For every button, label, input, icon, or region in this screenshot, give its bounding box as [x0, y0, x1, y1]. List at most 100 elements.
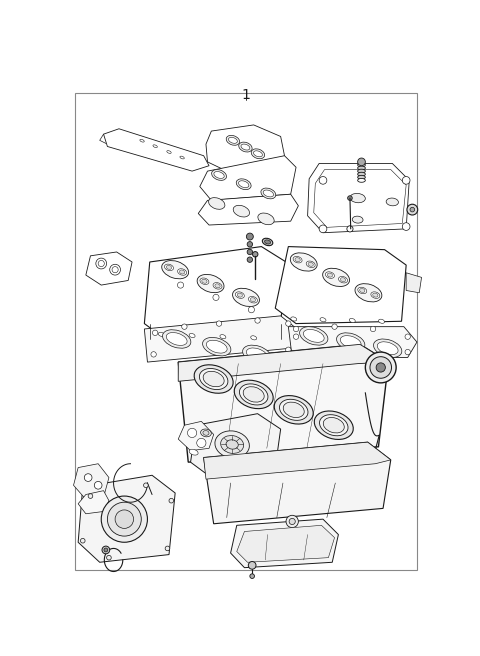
Circle shape: [407, 204, 418, 215]
Ellipse shape: [306, 261, 315, 268]
Ellipse shape: [349, 318, 355, 323]
Polygon shape: [275, 247, 406, 323]
Ellipse shape: [180, 270, 185, 274]
Ellipse shape: [241, 144, 250, 150]
Polygon shape: [104, 129, 209, 171]
Ellipse shape: [239, 181, 249, 188]
Ellipse shape: [327, 273, 333, 277]
Ellipse shape: [178, 269, 187, 276]
Circle shape: [319, 176, 327, 184]
Ellipse shape: [300, 327, 328, 345]
Ellipse shape: [258, 213, 274, 225]
Circle shape: [252, 252, 258, 257]
Ellipse shape: [324, 417, 344, 433]
Ellipse shape: [215, 284, 220, 288]
Polygon shape: [200, 155, 296, 200]
Ellipse shape: [358, 287, 367, 294]
Ellipse shape: [320, 318, 326, 322]
Circle shape: [286, 516, 299, 527]
Ellipse shape: [226, 440, 238, 449]
Ellipse shape: [293, 256, 302, 263]
Ellipse shape: [165, 264, 173, 271]
Circle shape: [370, 357, 392, 379]
Polygon shape: [288, 327, 417, 358]
Text: 1: 1: [241, 88, 251, 102]
Circle shape: [286, 321, 291, 326]
Circle shape: [410, 207, 415, 212]
Ellipse shape: [226, 451, 235, 457]
Polygon shape: [178, 421, 214, 451]
Ellipse shape: [340, 336, 361, 348]
Ellipse shape: [358, 178, 365, 182]
Circle shape: [102, 546, 110, 554]
Circle shape: [348, 195, 352, 200]
Ellipse shape: [197, 274, 224, 293]
Ellipse shape: [350, 194, 365, 203]
Ellipse shape: [221, 436, 244, 453]
Polygon shape: [204, 442, 391, 479]
Ellipse shape: [279, 400, 308, 420]
Polygon shape: [230, 519, 338, 567]
Ellipse shape: [295, 258, 300, 262]
Circle shape: [178, 282, 184, 288]
Ellipse shape: [167, 266, 172, 270]
Circle shape: [144, 483, 148, 487]
Circle shape: [248, 562, 256, 569]
Ellipse shape: [371, 292, 380, 298]
Circle shape: [84, 474, 92, 482]
Polygon shape: [178, 344, 388, 462]
Circle shape: [286, 347, 291, 352]
Ellipse shape: [263, 190, 274, 197]
Ellipse shape: [308, 262, 313, 266]
Ellipse shape: [352, 216, 363, 223]
Ellipse shape: [373, 293, 378, 297]
Ellipse shape: [233, 288, 259, 306]
Ellipse shape: [336, 333, 365, 352]
Circle shape: [248, 306, 254, 313]
Circle shape: [151, 352, 156, 357]
Ellipse shape: [158, 333, 164, 337]
Ellipse shape: [358, 169, 365, 173]
Ellipse shape: [162, 260, 189, 279]
Ellipse shape: [337, 455, 346, 461]
Ellipse shape: [249, 297, 257, 303]
Polygon shape: [78, 475, 175, 562]
Ellipse shape: [228, 137, 237, 143]
Ellipse shape: [379, 319, 384, 323]
Ellipse shape: [358, 175, 365, 179]
Ellipse shape: [199, 369, 228, 390]
Circle shape: [376, 363, 385, 372]
Ellipse shape: [386, 198, 398, 206]
Circle shape: [115, 510, 133, 528]
Ellipse shape: [251, 336, 257, 340]
Circle shape: [216, 321, 222, 326]
Ellipse shape: [323, 268, 349, 287]
Ellipse shape: [167, 151, 171, 154]
Circle shape: [107, 556, 111, 560]
Ellipse shape: [263, 238, 273, 245]
Ellipse shape: [234, 380, 273, 409]
Ellipse shape: [263, 453, 272, 458]
Ellipse shape: [200, 278, 209, 285]
Circle shape: [347, 226, 353, 232]
Ellipse shape: [206, 340, 227, 353]
Circle shape: [112, 266, 118, 273]
Ellipse shape: [203, 337, 231, 356]
Circle shape: [293, 334, 299, 339]
Circle shape: [81, 539, 85, 543]
Ellipse shape: [235, 292, 244, 298]
Ellipse shape: [360, 289, 365, 293]
Circle shape: [182, 324, 187, 329]
Ellipse shape: [320, 415, 348, 436]
Polygon shape: [144, 316, 300, 362]
Ellipse shape: [250, 298, 255, 302]
Circle shape: [293, 352, 299, 357]
Ellipse shape: [300, 454, 309, 460]
Ellipse shape: [373, 339, 402, 358]
Circle shape: [188, 428, 197, 438]
Circle shape: [98, 260, 104, 266]
Ellipse shape: [180, 156, 184, 159]
Ellipse shape: [203, 371, 224, 387]
Ellipse shape: [358, 166, 365, 170]
Ellipse shape: [233, 205, 250, 217]
